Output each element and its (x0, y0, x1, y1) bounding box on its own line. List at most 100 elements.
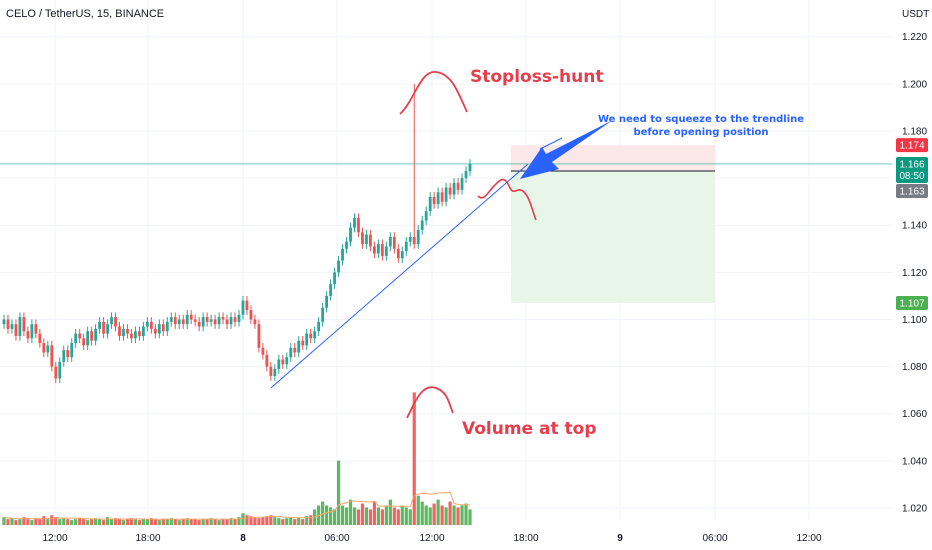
volume-bar (121, 520, 126, 525)
volume-bar (225, 519, 229, 525)
volume-bar (109, 519, 114, 525)
volume-bar (205, 519, 209, 525)
candle-body (400, 251, 404, 259)
time-tick-label: 9 (617, 533, 623, 544)
volume-bar (249, 516, 253, 525)
volume-bar (26, 519, 30, 525)
volume-bar (253, 517, 257, 525)
stoploss-annotation[interactable]: Stoploss-hunt (470, 67, 603, 87)
candle-body (74, 333, 78, 344)
candle-body (333, 272, 336, 285)
volume-bar (14, 520, 18, 525)
candle-body (94, 328, 98, 341)
volume-bar (344, 507, 349, 525)
volume-bar (153, 519, 157, 525)
time-tick-label: 12:00 (42, 533, 67, 544)
candle-body (165, 321, 169, 332)
volume-bar (360, 503, 365, 525)
candle-body (297, 340, 301, 353)
candle-body (138, 331, 141, 336)
volume-bar (448, 501, 452, 525)
stop-price-label: 1.174 (899, 141, 924, 152)
volume-bar (105, 517, 110, 525)
take-profit-zone[interactable] (511, 171, 715, 303)
volume-bar (432, 503, 436, 525)
candle-body (468, 163, 472, 172)
price-tick-label: 1.180 (902, 126, 927, 137)
time-tick-label: 06:00 (702, 533, 727, 544)
volume-annotation[interactable]: Volume at top (462, 419, 597, 439)
candle-body (98, 321, 101, 329)
volume-bar (392, 507, 396, 525)
volume-bar (285, 518, 289, 525)
volume-bar (137, 520, 142, 525)
candle-body (321, 307, 325, 322)
candle-body (345, 241, 348, 249)
volume-bar (424, 505, 428, 525)
candle-body (157, 324, 161, 334)
volume-bar (149, 518, 153, 525)
note-line-1[interactable]: We need to squeeze to the trendline (598, 114, 804, 125)
candle-body (189, 314, 193, 320)
price-projection-drawing[interactable] (477, 178, 537, 221)
volume-bar (400, 505, 404, 525)
candle-body (118, 326, 121, 336)
candle-body (293, 347, 297, 353)
volume-bar (173, 519, 177, 525)
volume-bar (277, 518, 281, 525)
volume-bar (113, 518, 118, 525)
entry-price-label: 1.163 (899, 186, 924, 197)
candle-body (122, 328, 125, 336)
volume-bar (141, 519, 146, 525)
candle-body (337, 260, 340, 273)
candle-body (265, 354, 269, 367)
candle-body (161, 324, 165, 332)
trendline[interactable] (270, 163, 529, 389)
candle-body (22, 317, 26, 332)
price-tick-label: 1.060 (902, 409, 927, 420)
candle-body (396, 248, 400, 259)
note-line-2[interactable]: before opening position (633, 127, 768, 138)
volume-bar (293, 519, 297, 525)
time-axis[interactable]: 12:00 18:00 8 06:00 12:00 18:00 9 06:00 12:00 (42, 533, 821, 544)
time-tick-label: 8 (240, 533, 246, 544)
candle-body (153, 328, 157, 334)
candle-body (142, 326, 145, 336)
volume-bar (169, 518, 173, 525)
chart-title: CELO / TetherUS, 15, BINANCE (6, 8, 164, 20)
price-tick-label: 1.220 (902, 32, 927, 43)
candle-body (181, 319, 185, 325)
volume-bar (2, 517, 6, 525)
candle-body (177, 319, 181, 325)
volume-bar (181, 519, 185, 525)
volume-bar (456, 507, 460, 525)
price-axis[interactable]: 1.0201.0401.0601.0801.1001.1201.1401.160… (902, 32, 927, 514)
candle-body (233, 317, 237, 322)
candle-body (86, 331, 90, 346)
volume-bar (6, 519, 10, 525)
blue-arrow-shape[interactable] (520, 120, 613, 179)
volume-bar (372, 501, 377, 525)
volume-bar (86, 520, 90, 525)
volume-bar (328, 507, 333, 525)
volume-bar (129, 518, 134, 525)
candle-body (185, 314, 189, 325)
candle-body (440, 192, 444, 202)
stoploss-arc-drawing[interactable] (399, 71, 468, 115)
volume-bar (273, 517, 277, 525)
volume-bar (460, 505, 464, 525)
volume-arc-drawing[interactable] (406, 386, 454, 419)
stop-price-tag: 1.174 (896, 138, 928, 153)
volume-bar (428, 507, 432, 525)
candle-body (428, 196, 432, 212)
volume-bar (213, 519, 217, 525)
volume-bar (54, 517, 58, 525)
volume-bar (309, 515, 313, 525)
currency-label: USDT (902, 9, 929, 20)
volume-bar (34, 518, 38, 525)
volume-bar (440, 505, 444, 525)
candle-body (54, 366, 58, 379)
price-tick-label: 1.020 (902, 504, 927, 515)
candle-body (78, 333, 82, 339)
